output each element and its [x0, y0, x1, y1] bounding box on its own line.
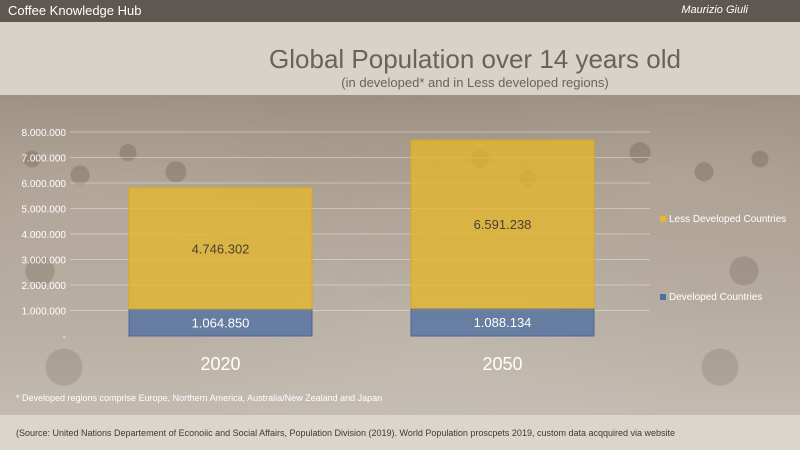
data-label: 1.088.134: [474, 315, 532, 330]
bar-segment: [410, 307, 595, 337]
x-tick-label: 2050: [482, 354, 522, 374]
y-tick-label: 5.000.000: [22, 205, 67, 216]
legend-swatch: [660, 294, 666, 300]
author-label: Maurizio Giuli: [681, 4, 748, 16]
footnote: * Developed regions comprise Europe, Nor…: [16, 393, 383, 403]
brand-label: Coffee Knowledge Hub: [8, 3, 142, 18]
title-panel: [0, 22, 800, 95]
legend-swatch: [660, 216, 666, 222]
top-bar: Coffee Knowledge Hub Maurizio Giuli: [0, 0, 800, 22]
data-label: 6.591.238: [474, 217, 532, 232]
source-note: (Source: United Nations Departement of E…: [16, 428, 676, 438]
y-tick-label: 2.000.000: [22, 281, 67, 292]
y-tick-label: 1.000.000: [22, 307, 67, 318]
bar-segment: [128, 187, 313, 310]
bar-segment: [410, 139, 595, 309]
y-tick-label: 8.000.000: [22, 128, 67, 139]
y-tick-label: 7.000.000: [22, 154, 67, 165]
chart-title: Global Population over 14 years old: [269, 44, 681, 74]
y-tick-label: 4.000.000: [22, 230, 67, 241]
data-label: 1.064.850: [192, 315, 250, 330]
x-tick-label: 2020: [200, 354, 240, 374]
y-tick-label: 6.000.000: [22, 179, 67, 190]
chart-subtitle: (in developed* and in Less developed reg…: [341, 75, 609, 90]
legend-label: Less Developed Countries: [669, 214, 786, 225]
y-tick-label: -: [63, 332, 66, 343]
y-tick-label: 3.000.000: [22, 256, 67, 267]
data-label: 4.746.302: [192, 241, 250, 256]
source-panel: [0, 415, 800, 450]
legend-label: Developed Countries: [669, 292, 762, 303]
